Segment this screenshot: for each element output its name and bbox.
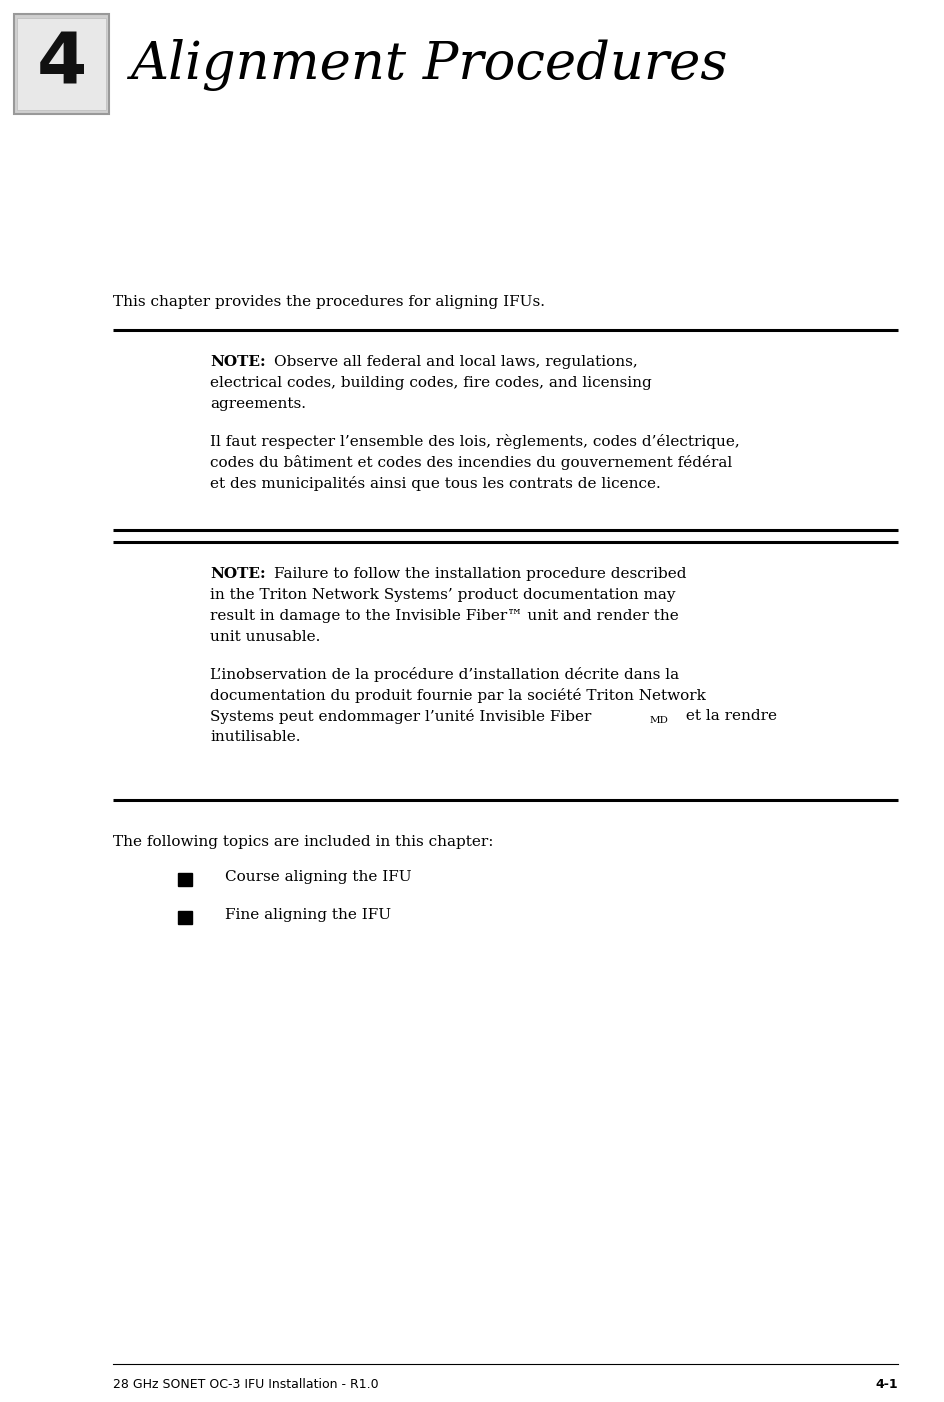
Text: documentation du produit fournie par la société Triton Network: documentation du produit fournie par la … <box>210 688 705 702</box>
Text: electrical codes, building codes, fire codes, and licensing: electrical codes, building codes, fire c… <box>210 376 651 390</box>
Text: codes du bâtiment et codes des incendies du gouvernement fédéral: codes du bâtiment et codes des incendies… <box>210 456 732 470</box>
Text: result in damage to the Invisible Fiber™ unit and render the: result in damage to the Invisible Fiber™… <box>210 608 678 622</box>
Bar <box>17 18 106 109</box>
Text: in the Triton Network Systems’ product documentation may: in the Triton Network Systems’ product d… <box>210 587 675 601</box>
Text: Observe all federal and local laws, regulations,: Observe all federal and local laws, regu… <box>274 355 637 369</box>
Text: Fine aligning the IFU: Fine aligning the IFU <box>225 907 391 921</box>
Text: unit unusable.: unit unusable. <box>210 629 320 644</box>
Text: 4: 4 <box>36 29 87 98</box>
Text: L’inobservation de la procédure d’installation décrite dans la: L’inobservation de la procédure d’instal… <box>210 667 679 681</box>
Text: 4-1: 4-1 <box>874 1378 897 1391</box>
Bar <box>14 14 109 114</box>
Text: et la rendre: et la rendre <box>680 709 776 723</box>
Text: NOTE:: NOTE: <box>210 566 265 580</box>
Text: et des municipalités ainsi que tous les contrats de licence.: et des municipalités ainsi que tous les … <box>210 477 660 491</box>
Bar <box>178 872 192 886</box>
Bar <box>178 911 192 924</box>
Text: NOTE:: NOTE: <box>210 355 265 369</box>
Text: The following topics are included in this chapter:: The following topics are included in thi… <box>113 836 493 850</box>
Text: Systems peut endommager l’unité Invisible Fiber: Systems peut endommager l’unité Invisibl… <box>210 709 591 723</box>
Text: Alignment Procedures: Alignment Procedures <box>130 39 727 91</box>
Text: Course aligning the IFU: Course aligning the IFU <box>225 869 412 883</box>
Text: Il faut respecter l’ensemble des lois, règlements, codes d’électrique,: Il faut respecter l’ensemble des lois, r… <box>210 435 739 449</box>
Text: Failure to follow the installation procedure described: Failure to follow the installation proce… <box>274 566 686 580</box>
Text: MD: MD <box>649 716 667 725</box>
Text: 28 GHz SONET OC-3 IFU Installation - R1.0: 28 GHz SONET OC-3 IFU Installation - R1.… <box>113 1378 379 1391</box>
Text: This chapter provides the procedures for aligning IFUs.: This chapter provides the procedures for… <box>113 294 545 308</box>
Text: agreements.: agreements. <box>210 397 306 411</box>
Text: inutilisable.: inutilisable. <box>210 730 300 744</box>
